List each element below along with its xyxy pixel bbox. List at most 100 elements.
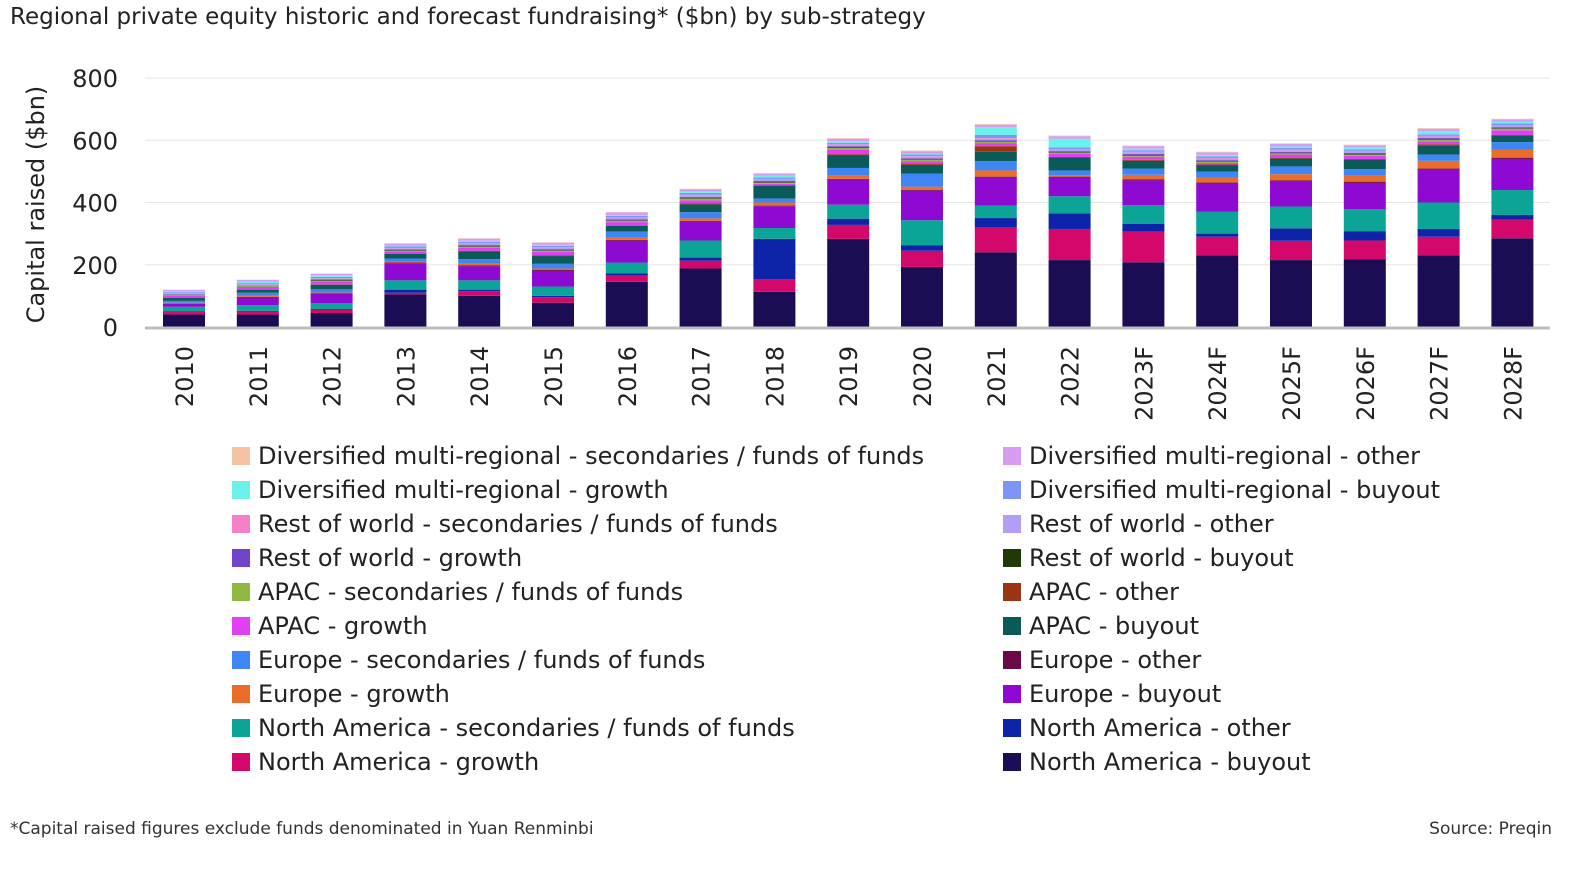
legend-item: APAC - growth <box>232 609 428 643</box>
bar-segment <box>458 251 501 260</box>
legend-swatch <box>232 481 250 499</box>
bar-segment <box>679 198 722 201</box>
legend-swatch <box>1003 617 1021 635</box>
bar-segment <box>1343 175 1386 182</box>
bar-segment <box>901 163 943 165</box>
legend-label: Rest of world - secondaries / funds of f… <box>258 510 778 538</box>
bar-segment <box>532 270 574 271</box>
bar-segment <box>679 192 722 195</box>
bar-segment <box>1196 152 1239 155</box>
bar-segment <box>1122 168 1165 175</box>
bar-segment <box>236 292 279 296</box>
legend-swatch <box>232 549 250 567</box>
bar-segment <box>532 242 574 245</box>
bar-segment <box>310 309 353 313</box>
bar-segment <box>1048 138 1091 148</box>
bar-segment <box>384 280 427 290</box>
bar-segment <box>1270 146 1312 149</box>
bar-segment <box>532 297 574 303</box>
bar-segment <box>1417 131 1460 135</box>
bar-segment <box>827 155 870 168</box>
bar-segment <box>1196 233 1239 237</box>
bar-segment <box>753 179 796 182</box>
bar-segment <box>1196 171 1239 178</box>
legend-swatch <box>1003 719 1021 737</box>
bar-segment <box>310 273 353 276</box>
bar-segment <box>1270 181 1312 207</box>
bar-segment <box>974 141 1017 144</box>
bar-segment <box>163 306 205 312</box>
bar-stack-2010 <box>163 289 205 327</box>
bar-segment <box>1048 136 1091 139</box>
bar-segment <box>827 179 870 205</box>
bar-segment <box>236 286 279 287</box>
bar-segment <box>901 220 943 246</box>
bar-segment <box>1122 145 1165 147</box>
x-tick-label: 2027F <box>1426 346 1454 421</box>
bar-segment <box>1417 168 1460 170</box>
bar-segment <box>458 250 501 252</box>
bar-segment <box>679 197 722 199</box>
bar-segment <box>1196 236 1239 256</box>
bar-segment <box>1343 169 1386 176</box>
bar-segment <box>163 303 205 307</box>
footnote: *Capital raised figures exclude funds de… <box>10 819 594 839</box>
bar-segment <box>974 134 1017 139</box>
bar-segment <box>384 250 427 251</box>
chart-title: Regional private equity historic and for… <box>10 4 926 30</box>
bar-segment <box>1196 164 1239 166</box>
bar-segment <box>1122 223 1165 232</box>
bar-segment <box>679 203 722 205</box>
bar-segment <box>1048 177 1091 197</box>
bar-segment <box>827 167 870 176</box>
bar-segment <box>974 151 1017 162</box>
bar-segment <box>532 302 574 327</box>
bar-segment <box>753 238 796 280</box>
bar-segment <box>827 144 870 145</box>
bar-segment <box>901 156 943 157</box>
bar-segment <box>1343 147 1386 150</box>
bar-segment <box>1491 118 1534 120</box>
bar-stack-2026F <box>1343 144 1386 327</box>
bar-segment <box>458 263 501 266</box>
bar-segment <box>974 140 1017 142</box>
bars <box>163 118 1534 327</box>
bar-segment <box>1343 181 1386 183</box>
bar-segment <box>605 220 648 221</box>
legend-label: APAC - buyout <box>1029 612 1199 640</box>
bar-segment <box>458 243 501 246</box>
bar-segment <box>1270 206 1312 229</box>
bar-segment <box>1491 128 1534 131</box>
legend-item: APAC - buyout <box>1003 609 1199 643</box>
x-tick-label: 2011 <box>245 346 273 407</box>
axes: 0 200 400 600 800 Capital raised ($bn) 2010 201… <box>22 65 1550 421</box>
bar-segment <box>827 175 870 179</box>
bar-stack-2027F <box>1417 128 1460 327</box>
legend-swatch <box>1003 583 1021 601</box>
bar-segment <box>1417 202 1460 229</box>
bar-segment <box>605 240 648 263</box>
bar-segment <box>236 311 279 315</box>
bar-segment <box>310 294 353 304</box>
bar-segment <box>605 237 648 240</box>
bar-segment <box>1270 151 1312 153</box>
bar-segment <box>679 196 722 198</box>
legend-label: North America - buyout <box>1029 748 1311 776</box>
bar-segment <box>753 291 796 327</box>
bar-segment <box>1491 134 1534 136</box>
bar-segment <box>974 138 1017 139</box>
bar-segment <box>827 138 870 142</box>
bar-segment <box>163 291 205 293</box>
bar-segment <box>1343 240 1386 260</box>
bar-segment <box>532 268 574 271</box>
bar-stack-2016 <box>605 212 648 327</box>
bar-segment <box>236 283 279 285</box>
bar-segment <box>1491 119 1534 122</box>
bar-segment <box>753 279 796 292</box>
bar-segment <box>236 310 279 312</box>
bar-segment <box>974 127 1017 135</box>
bar-segment <box>1048 196 1091 214</box>
bar-segment <box>458 295 501 327</box>
bar-stack-2025F <box>1270 143 1312 327</box>
bar-segment <box>384 249 427 251</box>
